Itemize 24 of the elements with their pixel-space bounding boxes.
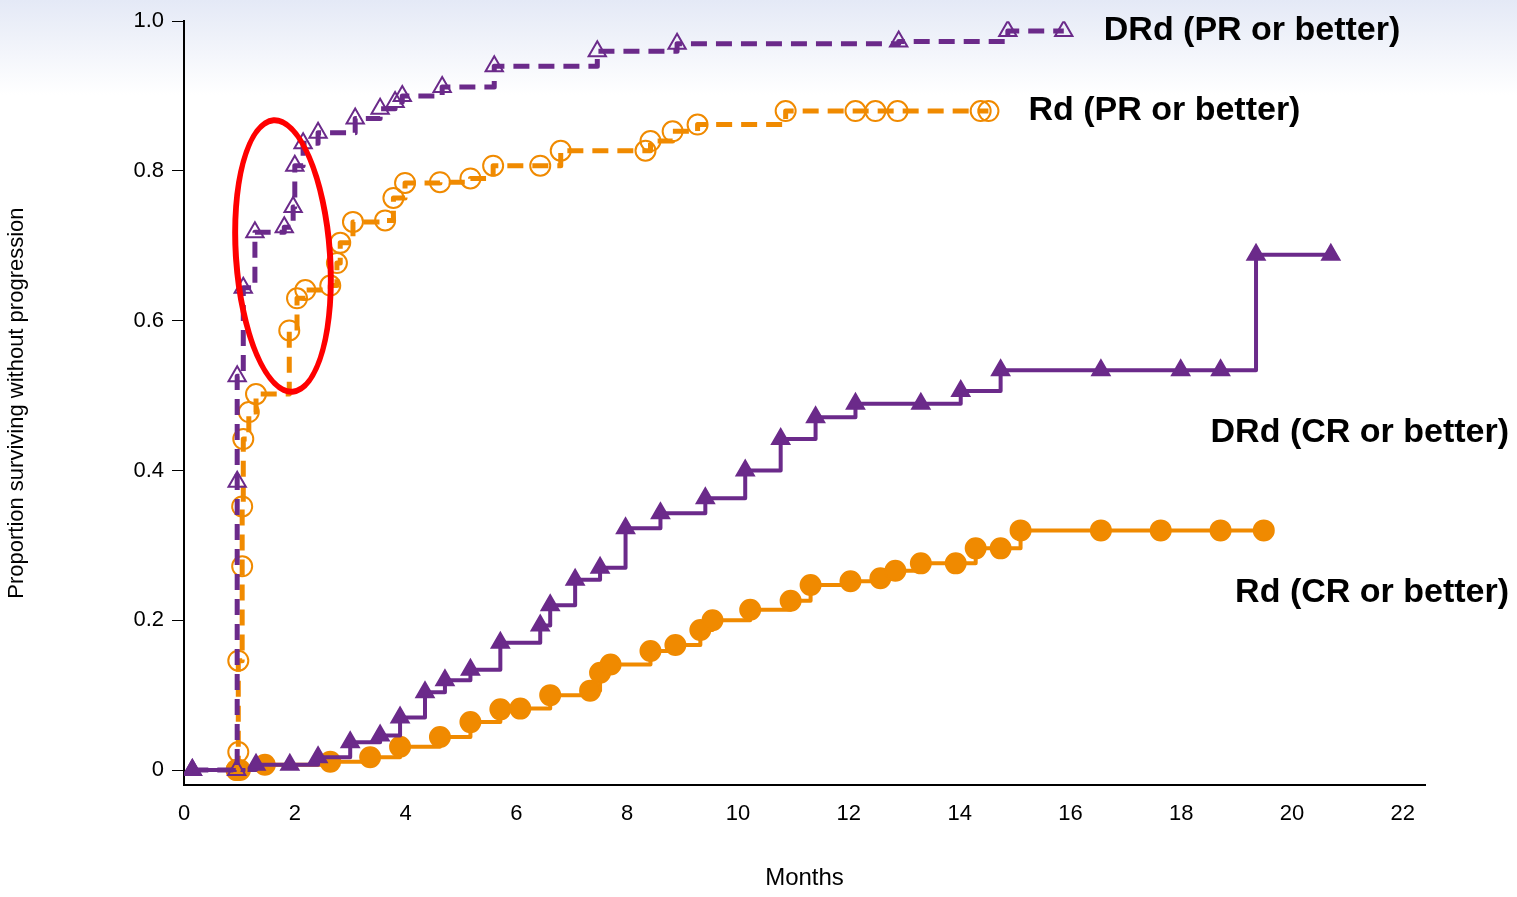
y-tick-label: 0.8 — [133, 157, 164, 183]
x-tick-label: 8 — [621, 800, 634, 826]
series-label: Rd (PR or better) — [1028, 89, 1301, 128]
y-axis-title: Proportion surviving without progression — [3, 207, 29, 599]
x-tick-label: 10 — [725, 800, 751, 826]
y-tick-label: 0.2 — [133, 606, 164, 632]
y-tick-label: 1.0 — [133, 7, 164, 33]
x-tick-label: 22 — [1390, 800, 1416, 826]
series-label: DRd (PR or better) — [1103, 9, 1401, 48]
x-tick-label: 14 — [947, 800, 972, 826]
x-axis-title: Months — [765, 863, 844, 891]
series-label: DRd (CR or better) — [1210, 410, 1510, 449]
y-tick-label: 0.4 — [133, 456, 164, 482]
x-tick-label: 2 — [288, 800, 301, 826]
x-tick-label: 4 — [399, 800, 412, 826]
x-tick-label: 20 — [1279, 800, 1305, 826]
series-label: Rd (CR or better) — [1235, 570, 1510, 609]
x-tick-label: 6 — [510, 800, 523, 826]
y-tick-label: 0.6 — [133, 306, 164, 332]
x-tick-label: 18 — [1168, 800, 1194, 826]
y-tick-label: 0 — [151, 756, 164, 782]
x-tick-label: 0 — [177, 800, 191, 826]
x-tick-label: 16 — [1058, 800, 1083, 826]
x-tick-label: 12 — [836, 800, 862, 826]
